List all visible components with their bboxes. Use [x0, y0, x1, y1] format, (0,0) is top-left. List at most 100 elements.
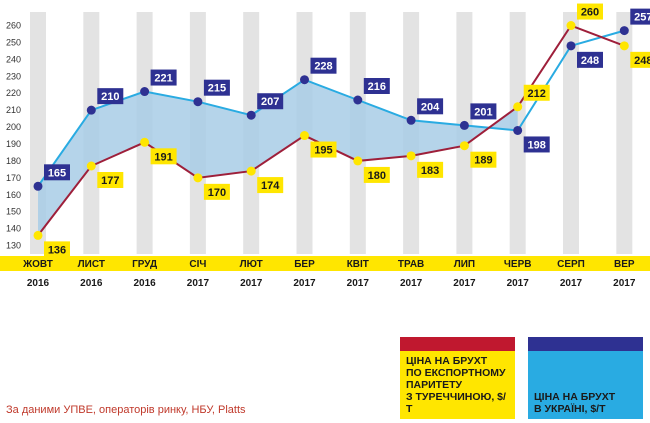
x-tick-label: СІЧ [189, 259, 206, 270]
data-label: 248 [581, 55, 599, 67]
data-label: 189 [474, 155, 492, 167]
x-tick-label: ЖОВТ [22, 259, 53, 270]
data-label-box [310, 57, 337, 74]
data-label-box [203, 79, 230, 96]
data-point-1-5 [300, 131, 309, 141]
data-point-0-1 [86, 105, 96, 115]
x-tick-year: 2016 [27, 278, 50, 289]
data-point-0-6 [353, 95, 363, 105]
data-label-box [363, 166, 390, 183]
data-label: 183 [421, 165, 439, 177]
y-tick-label: 250 [6, 37, 21, 47]
data-label-box [257, 93, 284, 110]
data-point-1-3 [193, 173, 203, 183]
data-label-box [97, 172, 124, 188]
data-label-box [630, 8, 650, 25]
data-label-box [470, 103, 497, 120]
legend-ukraine-body: ЦІНА НА БРУХТ В УКРАЇНІ, $/Т [528, 351, 643, 419]
y-tick-label: 140 [6, 224, 21, 234]
data-point-1-9 [513, 102, 523, 112]
data-label: 228 [314, 61, 332, 73]
x-tick-label: СЕРП [557, 259, 585, 270]
x-tick-year: 2017 [453, 278, 476, 289]
x-tick-year: 2016 [80, 278, 103, 289]
line-chart: 130 140 150 160 170 180 190 200 210 220 230 240 250 2… [0, 3, 650, 289]
x-tick-year: 2017 [293, 278, 316, 289]
y-tick-label: 190 [6, 139, 21, 149]
x-tick-year: 2017 [613, 278, 636, 289]
data-label: 257 [634, 12, 650, 24]
legend-export-body: ЦІНА НА БРУХТ ПО ЕКСПОРТНОМУ ПАРИТЕТУ З … [400, 351, 515, 419]
x-tick-year: 2016 [133, 278, 156, 289]
data-label-box [417, 161, 444, 178]
data-label: 174 [261, 180, 280, 192]
data-label: 180 [368, 170, 386, 182]
data-label-box [470, 151, 497, 168]
data-point-0-8 [459, 120, 469, 130]
data-label: 165 [48, 167, 66, 179]
y-tick-label: 180 [6, 156, 21, 166]
y-tick-label: 170 [6, 173, 21, 183]
data-label-box [523, 136, 550, 153]
data-point-0-4 [246, 110, 256, 120]
data-label-box [150, 148, 177, 165]
data-label: 136 [48, 244, 66, 256]
data-label-box [44, 164, 70, 181]
data-label-box [310, 141, 337, 158]
data-label-box [630, 51, 650, 68]
y-tick-label: 200 [6, 122, 21, 132]
legend-ukraine: ЦІНА НА БРУХТ В УКРАЇНІ, $/Т [528, 337, 643, 419]
x-tick-label: ТРАВ [398, 259, 424, 270]
data-point-0-10 [566, 41, 576, 51]
y-tick-label: 210 [6, 105, 21, 115]
x-tick-label: ЧЕРВ [504, 259, 532, 270]
data-label-box [203, 183, 230, 200]
x-tick-label: ЛИП [454, 259, 475, 270]
stripe-10 [563, 12, 579, 254]
data-label-box [417, 98, 444, 115]
data-label: 260 [581, 7, 599, 19]
data-label-box [257, 177, 284, 194]
data-label: 207 [261, 96, 279, 108]
data-label: 170 [208, 187, 226, 199]
data-label: 221 [154, 73, 172, 85]
data-label-box [577, 51, 603, 68]
y-tick-label: 150 [6, 207, 21, 217]
stripe-11 [616, 12, 633, 254]
data-point-0-2 [140, 87, 150, 97]
x-tick-year: 2017 [240, 278, 263, 289]
x-tick-label: БЕР [294, 259, 315, 270]
x-tick-year: 2017 [400, 278, 423, 289]
data-label-box [97, 88, 124, 105]
x-tick-year: 2017 [507, 278, 530, 289]
data-point-1-1 [86, 161, 96, 171]
x-tick-year: 2017 [560, 278, 583, 289]
data-point-0-0 [33, 181, 43, 191]
y-tick-label: 220 [6, 88, 21, 98]
data-label-box [363, 78, 390, 94]
data-point-0-11 [619, 26, 629, 36]
x-tick-label: ЛИСТ [78, 259, 105, 270]
data-point-1-7 [406, 151, 416, 161]
legend-export-label: ЦІНА НА БРУХТ ПО ЕКСПОРТНОМУ ПАРИТЕТУ З … [406, 355, 506, 415]
data-label: 177 [101, 175, 119, 187]
data-label: 201 [474, 106, 492, 118]
data-point-0-3 [193, 97, 203, 107]
data-label-box [150, 69, 177, 86]
y-tick-label: 260 [6, 21, 21, 31]
legend-ukraine-label: ЦІНА НА БРУХТ В УКРАЇНІ, $/Т [534, 391, 616, 415]
data-label: 210 [101, 91, 119, 103]
data-label: 216 [368, 81, 386, 93]
data-point-1-10 [566, 21, 576, 31]
data-label: 204 [421, 101, 440, 113]
data-label-box [523, 84, 550, 101]
data-label-box [44, 241, 70, 258]
x-tick-label: КВІТ [347, 259, 369, 270]
spread-band [38, 79, 518, 236]
data-label: 212 [528, 88, 546, 100]
y-tick-label: 160 [6, 190, 21, 200]
x-tick-label: ЛЮТ [240, 259, 263, 270]
x-tick-label: ВЕР [614, 259, 635, 270]
data-label: 215 [208, 83, 226, 95]
data-point-1-0 [33, 230, 43, 240]
